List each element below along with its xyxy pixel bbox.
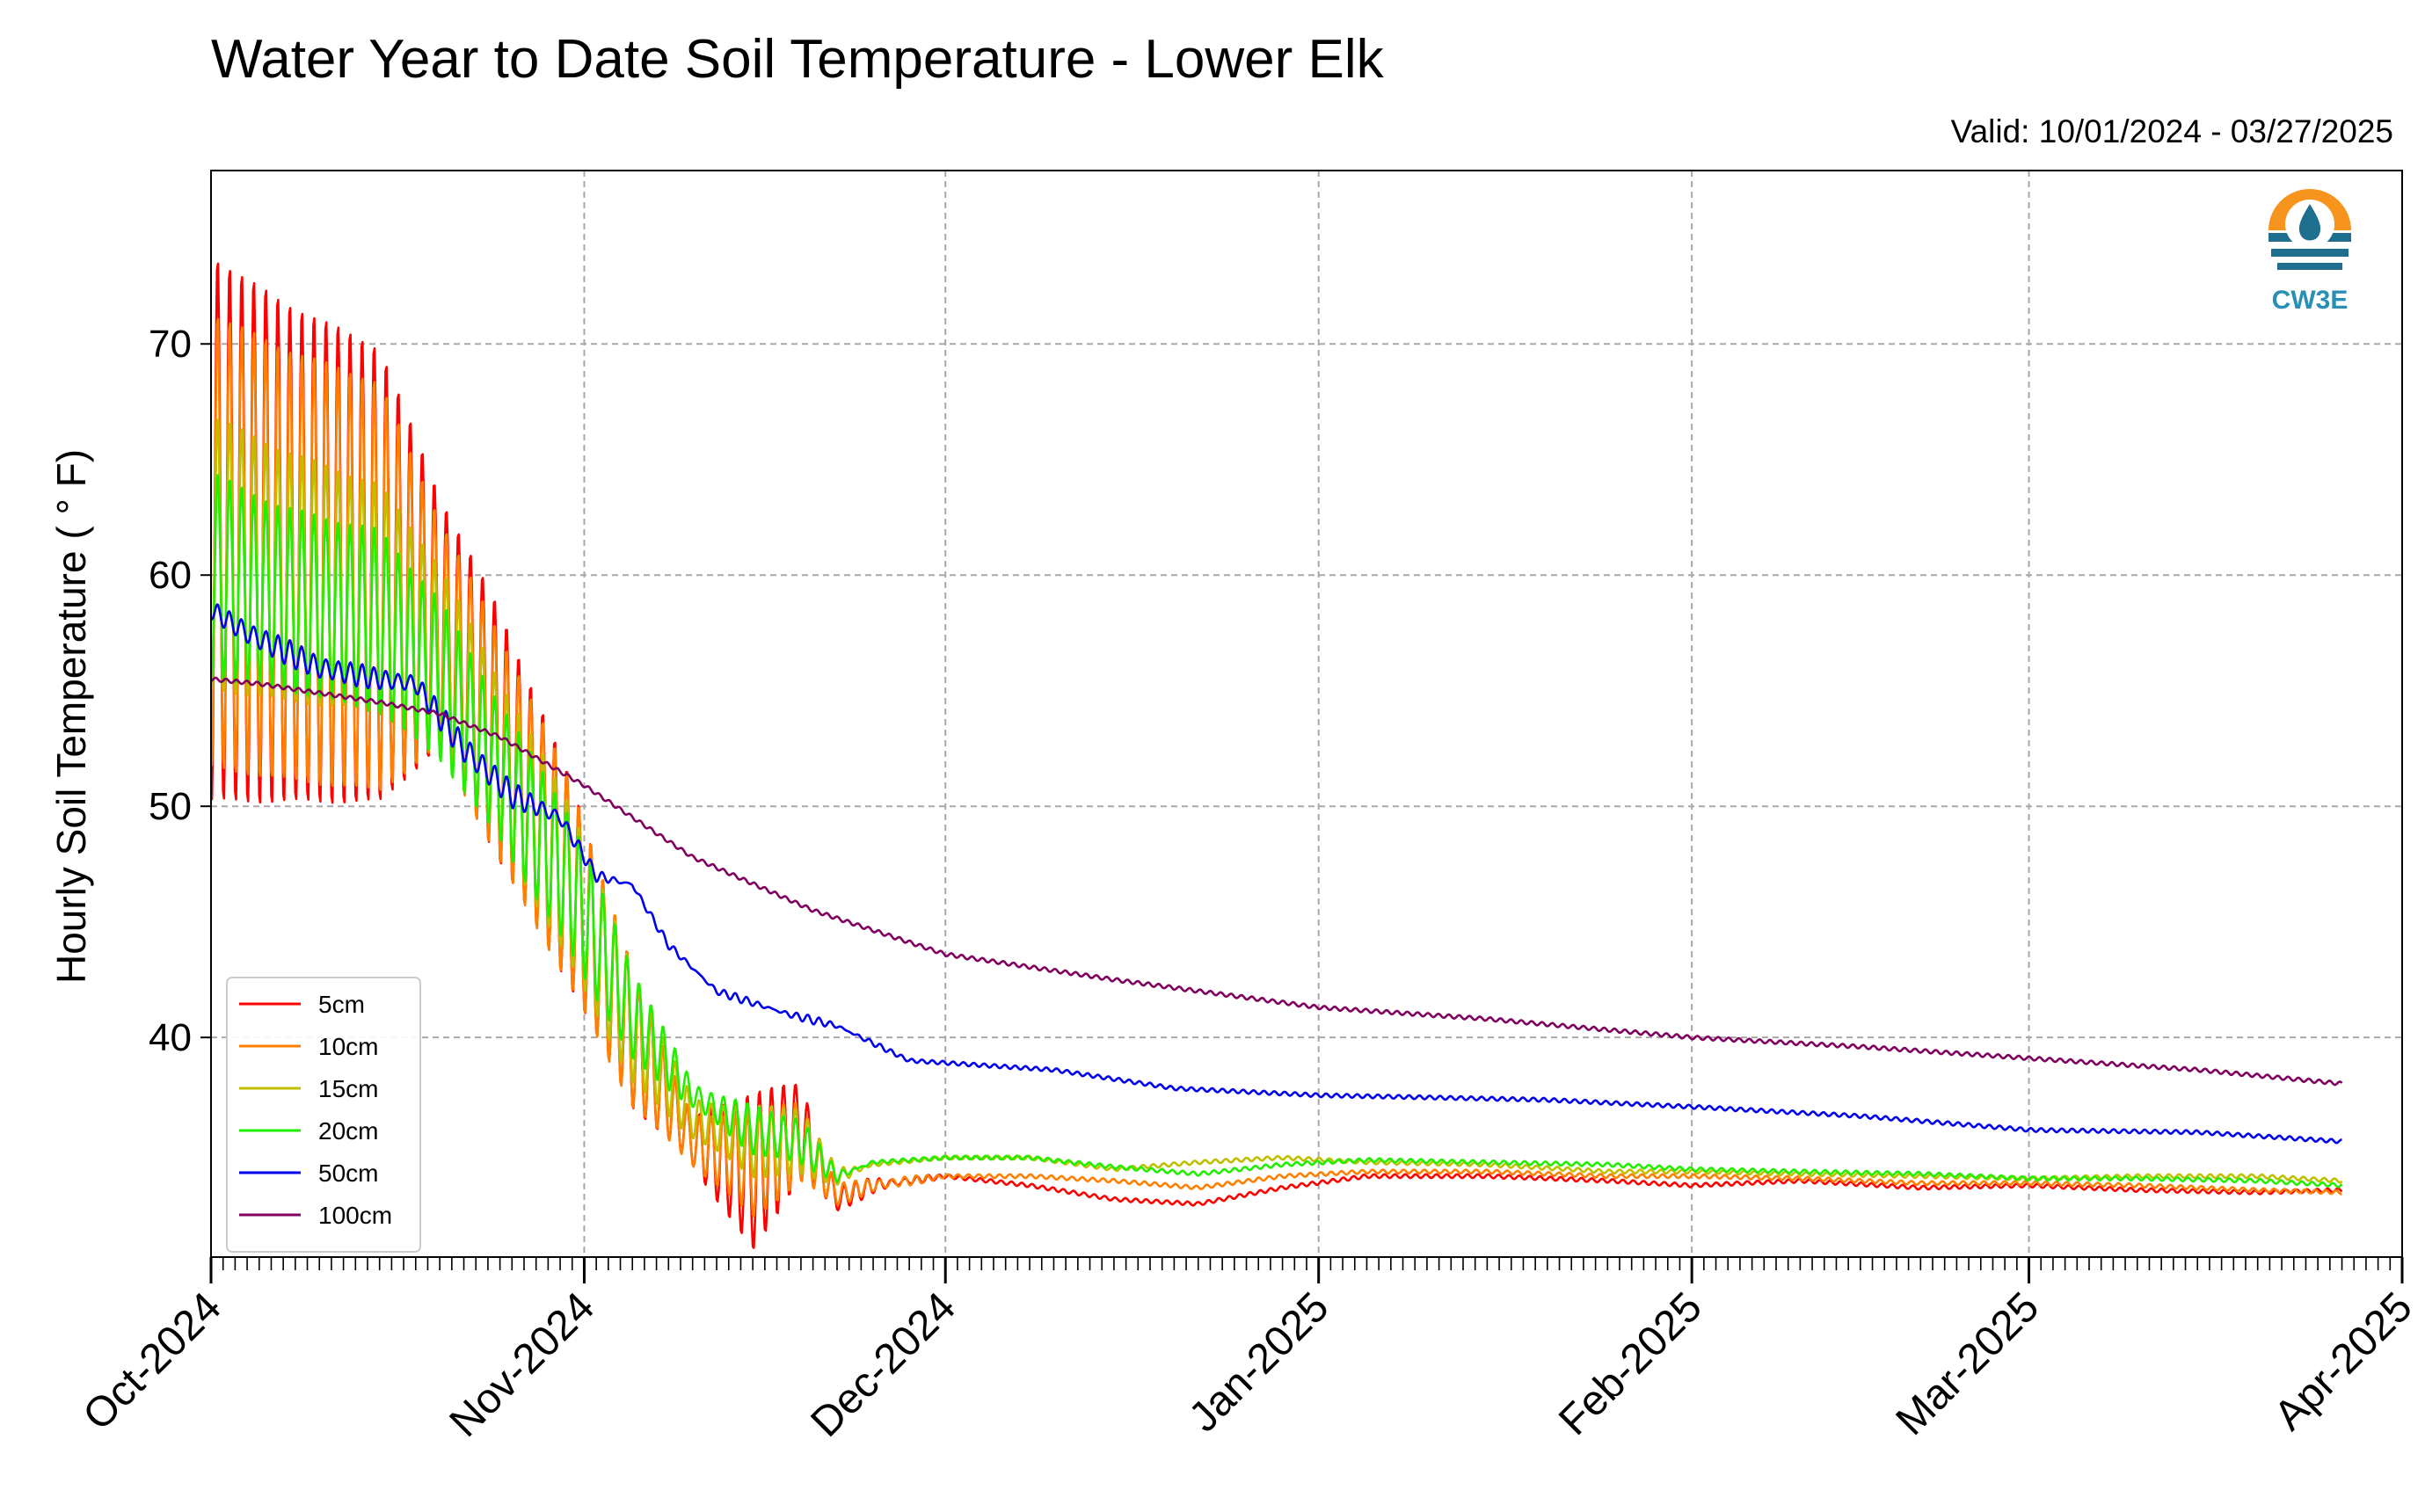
- y-tick-label: 60: [149, 554, 192, 597]
- series-lines: [209, 262, 2343, 1249]
- x-tick-label: Oct-2024: [75, 1283, 230, 1439]
- series-line-20cm: [209, 474, 2343, 1189]
- axis-ticks: 40 50 60 70 Oct-2024 Nov-2024 Dec-2024 Jan-2025…: [75, 323, 2421, 1446]
- legend-label: 10cm: [318, 1033, 378, 1060]
- x-tick-label: Dec-2024: [802, 1283, 965, 1446]
- water-drop-icon: [2298, 204, 2321, 241]
- x-tick-label: Feb-2025: [1550, 1283, 1711, 1444]
- legend-label: 50cm: [318, 1159, 378, 1187]
- legend-label: 20cm: [318, 1117, 378, 1145]
- valid-date-range: Valid: 10/01/2024 - 03/27/2025: [1951, 113, 2393, 149]
- y-axis-label: Hourly Soil Temperature ( ° F): [48, 449, 94, 984]
- legend-label: 100cm: [318, 1202, 392, 1229]
- x-tick-label: Mar-2025: [1888, 1283, 2049, 1444]
- chart-title: Water Year to Date Soil Temperature - Lo…: [211, 29, 1385, 90]
- x-tick-label: Jan-2025: [1180, 1283, 1337, 1441]
- series-line-50cm: [209, 603, 2342, 1145]
- y-tick-label: 40: [149, 1016, 192, 1059]
- series-line-10cm: [209, 317, 2342, 1218]
- logo-text: CW3E: [2272, 286, 2349, 315]
- x-tick-label: Nov-2024: [441, 1283, 604, 1446]
- x-tick-label: Apr-2025: [2266, 1283, 2421, 1439]
- y-tick-label: 70: [149, 323, 192, 366]
- y-tick-label: 50: [149, 785, 192, 828]
- chart-legend: 5cm 10cm 15cm 20cm 50cm 100cm: [226, 977, 421, 1253]
- series-line-15cm: [209, 418, 2343, 1186]
- cw3e-logo: CW3E: [2268, 189, 2351, 315]
- legend-label: 5cm: [318, 991, 365, 1018]
- series-line-5cm: [209, 262, 2343, 1249]
- series-line-100cm: [210, 676, 2343, 1087]
- legend-label: 15cm: [318, 1075, 378, 1102]
- grid-lines: [211, 171, 2402, 1257]
